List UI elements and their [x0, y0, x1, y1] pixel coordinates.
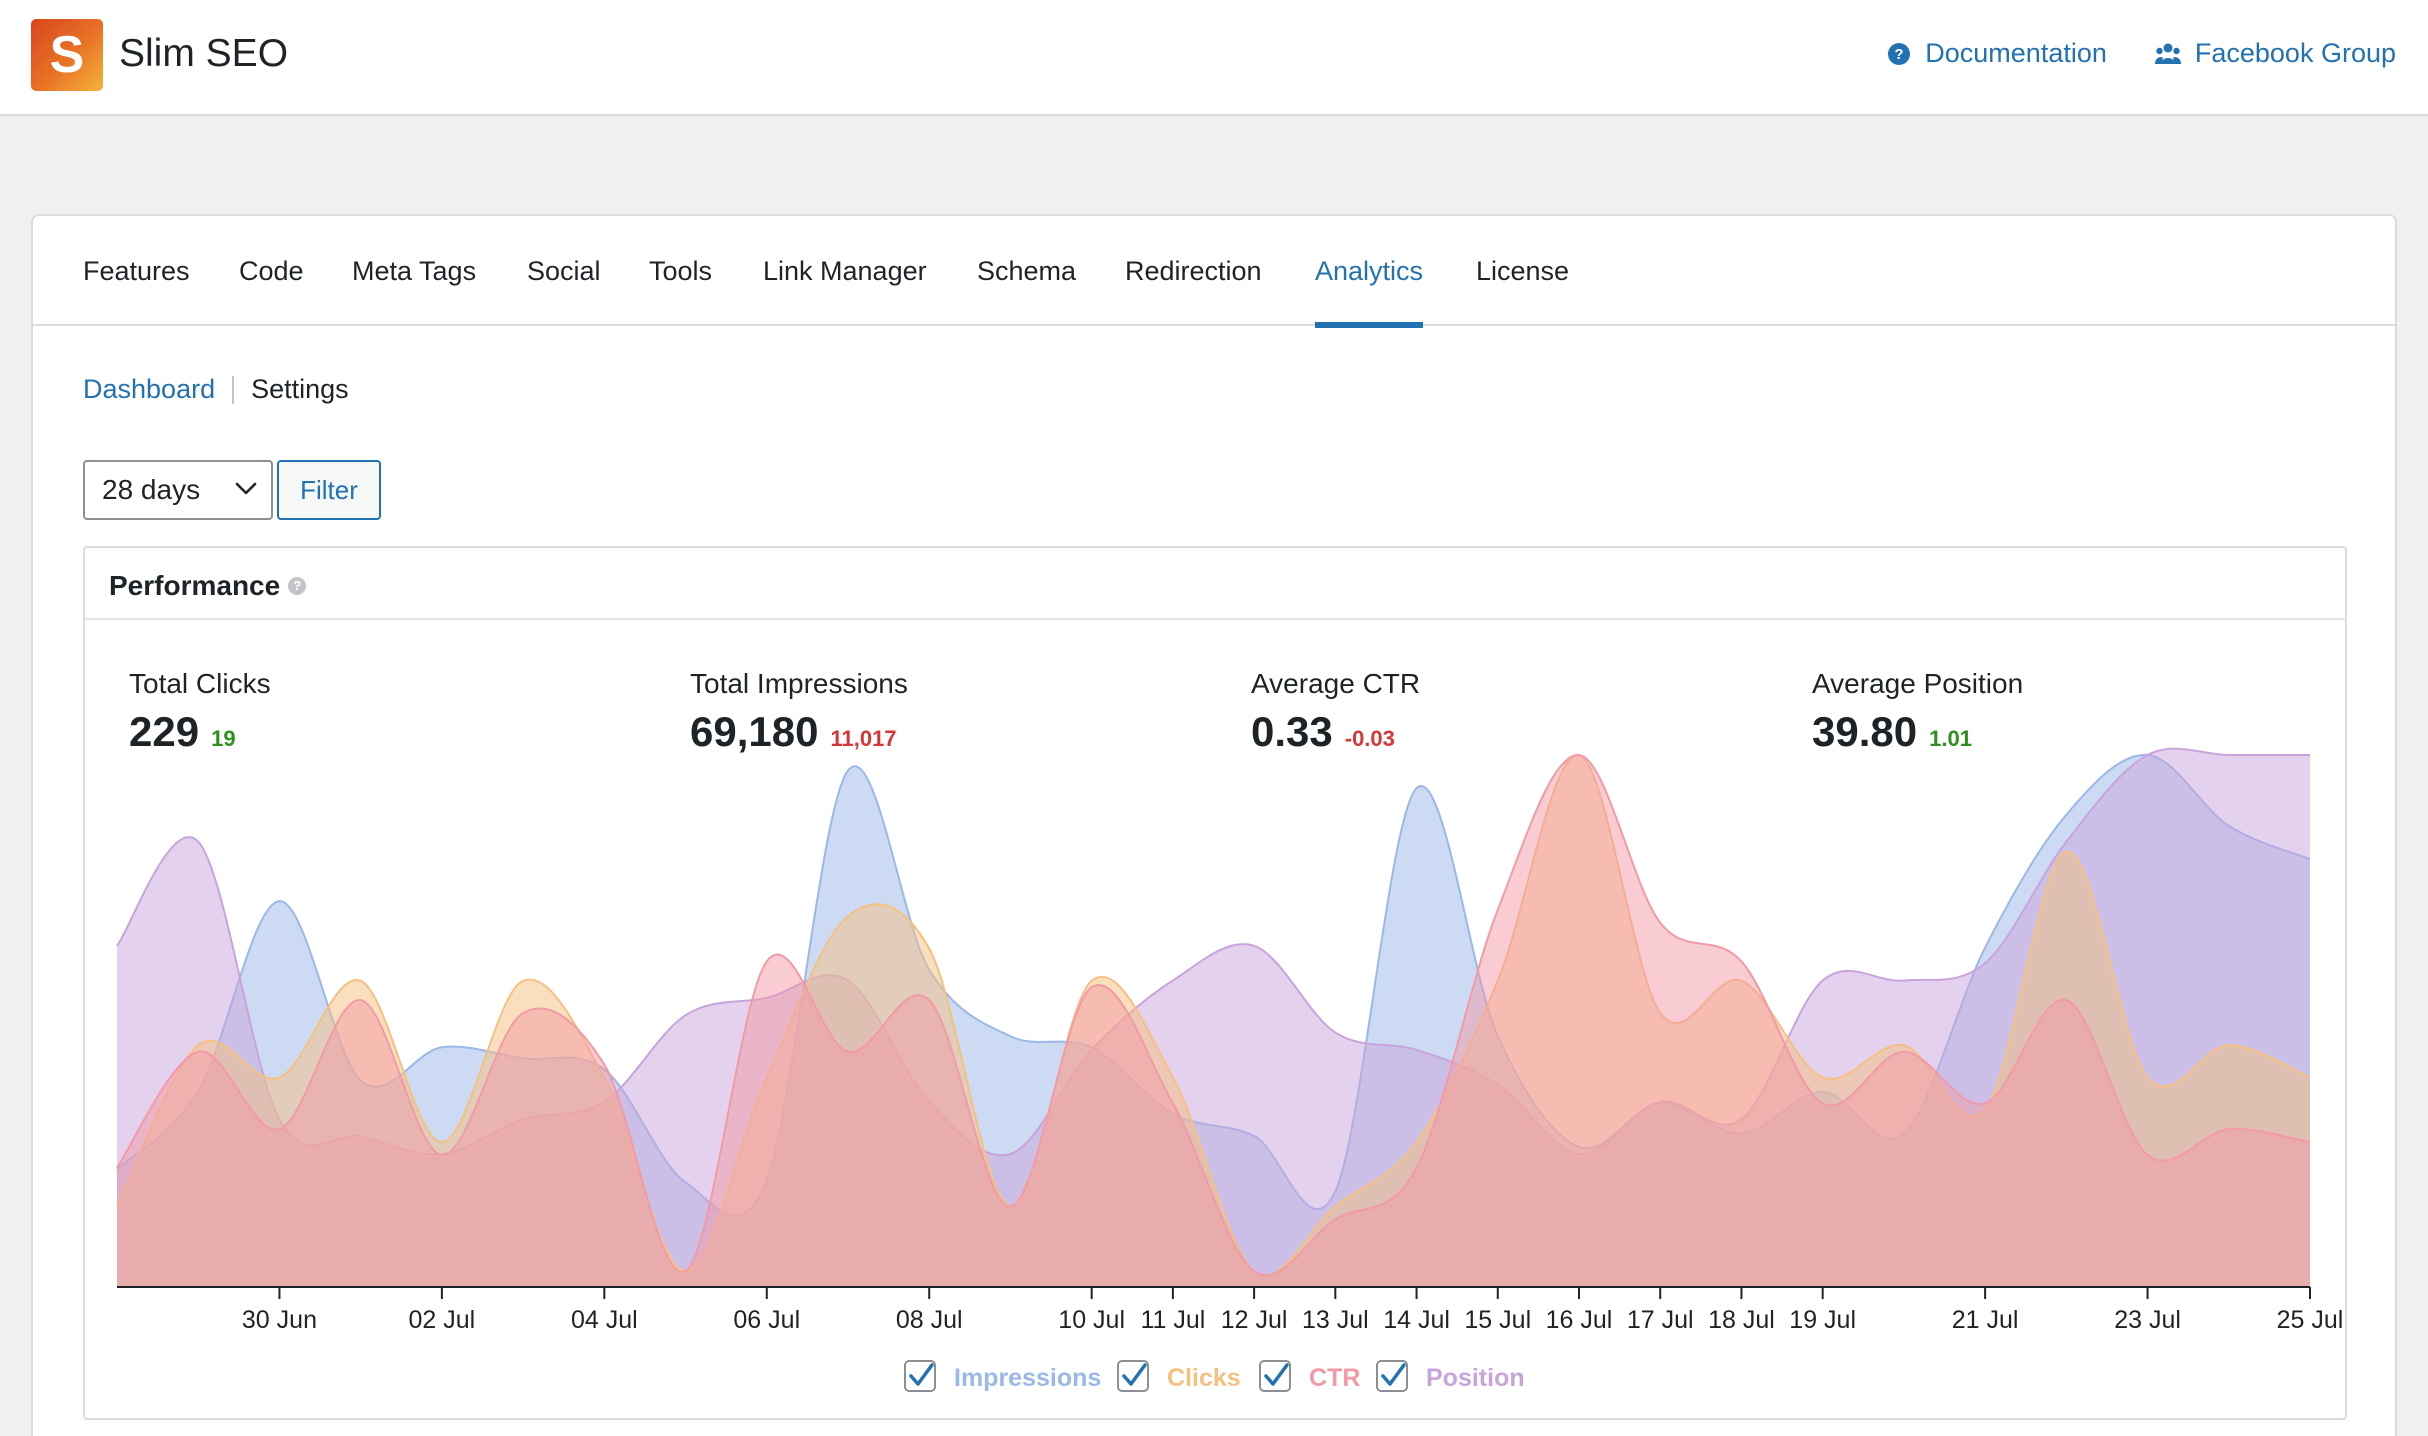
tab-tools[interactable]: Tools	[649, 256, 713, 286]
stat-value: 39.80	[1812, 708, 1918, 755]
legend-item-position[interactable]: Position	[1376, 1360, 1525, 1392]
x-tick-label: 19 Jul	[1789, 1306, 1856, 1334]
stat-total-impressions: Total Impressions 69,180 11,017	[690, 668, 908, 756]
period-select[interactable]: 28 days	[83, 460, 273, 520]
checkmark-icon	[1381, 1363, 1406, 1386]
legend-item-clicks[interactable]: Clicks	[1117, 1360, 1241, 1392]
x-tick-label: 11 Jul	[1140, 1306, 1205, 1334]
svg-text:?: ?	[1895, 46, 1904, 63]
documentation-link[interactable]: ? Documentation	[1887, 38, 2107, 69]
legend-label: Clicks	[1167, 1364, 1241, 1392]
facebook-group-link[interactable]: Facebook Group	[2154, 38, 2396, 69]
stat-average-ctr: Average CTR 0.33 -0.03	[1251, 668, 1420, 756]
period-select-value: 28 days	[102, 474, 201, 505]
performance-panel-header: Performance ?	[85, 548, 2345, 620]
x-tick-label: 12 Jul	[1221, 1306, 1288, 1334]
x-tick-label: 16 Jul	[1546, 1306, 1613, 1334]
stat-total-clicks: Total Clicks 229 19	[129, 668, 271, 756]
x-tick-label: 25 Jul	[2277, 1306, 2344, 1334]
checkmark-icon	[1264, 1363, 1289, 1386]
subnav-settings[interactable]: Settings	[251, 374, 349, 404]
x-tick-label: 23 Jul	[2114, 1306, 2181, 1334]
stat-delta: 1.01	[1929, 726, 1972, 751]
subnav-dashboard[interactable]: Dashboard	[83, 374, 216, 404]
x-tick-label: 30 Jun	[242, 1306, 317, 1334]
stat-delta: -0.03	[1344, 726, 1395, 751]
stat-label: Average Position	[1812, 668, 2024, 699]
tab-social[interactable]: Social	[527, 256, 601, 286]
filter-button[interactable]: Filter	[277, 460, 381, 520]
x-tick-label: 10 Jul	[1058, 1306, 1125, 1334]
series-area-ctr	[117, 754, 2310, 1287]
stat-value: 229	[129, 708, 200, 755]
performance-title: Performance	[109, 570, 281, 601]
stat-delta: 19	[211, 726, 236, 751]
question-circle-icon: ?	[1887, 42, 1911, 66]
sub-navigation: Dashboard Settings	[83, 374, 349, 405]
stat-average-position: Average Position 39.80 1.01	[1812, 668, 2023, 756]
performance-title-wrap: Performance ?	[109, 570, 307, 602]
checkmark-icon	[1122, 1363, 1147, 1386]
x-tick-label: 14 Jul	[1383, 1306, 1450, 1334]
tab-link-manager[interactable]: Link Manager	[763, 256, 927, 286]
stat-delta: 11,017	[830, 726, 897, 751]
app-title: Slim SEO	[119, 32, 289, 75]
x-tick-label: 04 Jul	[571, 1306, 638, 1334]
facebook-group-label: Facebook Group	[2194, 38, 2396, 68]
tab-schema[interactable]: Schema	[977, 256, 1077, 286]
x-tick-label: 06 Jul	[733, 1306, 800, 1334]
tab-bar: Features Code Meta Tags Social Tools Lin…	[33, 216, 2395, 328]
legend-label: CTR	[1309, 1364, 1360, 1392]
tab-code[interactable]: Code	[239, 256, 304, 286]
x-tick-label: 17 Jul	[1627, 1306, 1694, 1334]
legend-label: Position	[1426, 1364, 1525, 1392]
legend-label: Impressions	[954, 1364, 1101, 1392]
x-tick-label: 08 Jul	[896, 1306, 963, 1334]
group-icon	[2154, 42, 2181, 66]
legend-item-ctr[interactable]: CTR	[1259, 1360, 1360, 1392]
x-tick-label: 02 Jul	[409, 1306, 476, 1334]
x-tick-label: 13 Jul	[1302, 1306, 1369, 1334]
stat-value: 69,180	[690, 708, 819, 755]
subnav-divider	[232, 375, 235, 404]
checkmark-icon	[909, 1363, 934, 1386]
series-line-ctr	[116, 753, 2311, 1277]
help-icon[interactable]: ?	[288, 577, 307, 595]
x-tick-label: 21 Jul	[1952, 1306, 2019, 1334]
stat-value: 0.33	[1251, 708, 1333, 755]
documentation-label: Documentation	[1925, 38, 2107, 68]
legend-item-impressions[interactable]: Impressions	[904, 1360, 1101, 1392]
header-links: ? Documentation Facebook Group	[1887, 38, 2396, 69]
tab-redirection[interactable]: Redirection	[1125, 256, 1262, 286]
tab-analytics[interactable]: Analytics	[1315, 256, 1424, 328]
x-tick-label: 18 Jul	[1708, 1306, 1775, 1334]
x-tick-label: 15 Jul	[1464, 1306, 1531, 1334]
stat-label: Total Clicks	[129, 668, 271, 699]
slim-seo-logo: S	[31, 19, 103, 91]
top-header: S Slim SEO ? Documentation Facebook Grou…	[0, 0, 2428, 116]
tab-license[interactable]: License	[1476, 256, 1570, 286]
stat-label: Total Impressions	[690, 668, 908, 699]
tab-meta-tags[interactable]: Meta Tags	[352, 256, 477, 286]
tab-features[interactable]: Features	[83, 256, 190, 286]
stat-label: Average CTR	[1251, 668, 1421, 699]
